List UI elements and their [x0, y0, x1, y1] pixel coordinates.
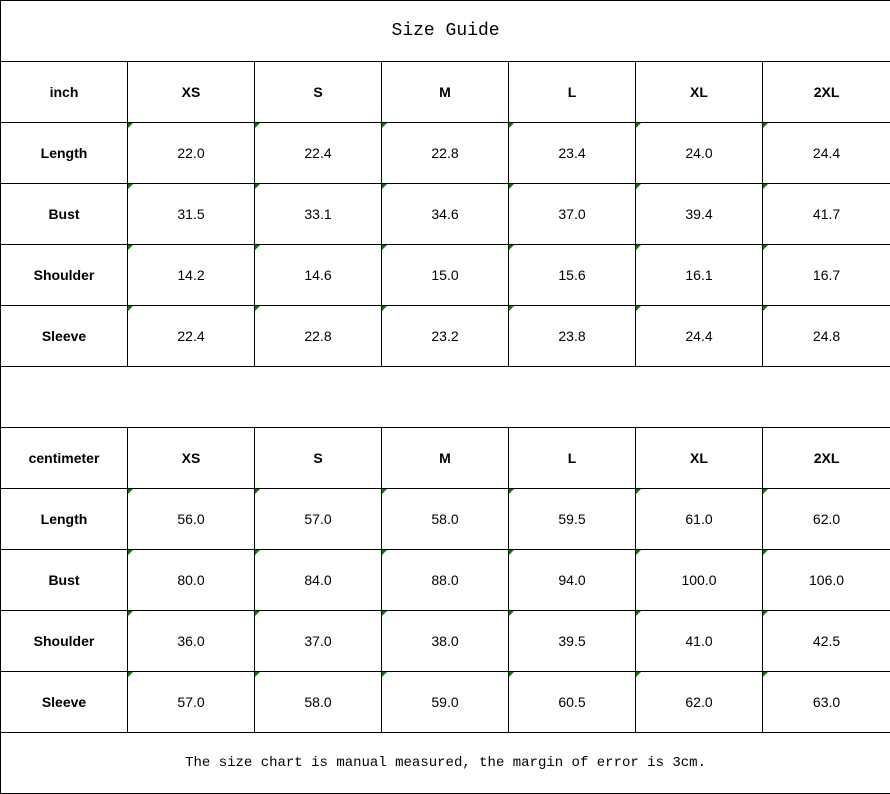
measurement-value: 15.6: [508, 244, 636, 306]
size-header: XS: [127, 427, 255, 489]
measurement-value: 63.0: [761, 671, 890, 733]
measurement-value: 59.5: [508, 488, 636, 550]
measurement-value: 23.4: [508, 122, 636, 184]
size-header: M: [381, 427, 509, 489]
measurement-value: 39.5: [508, 610, 636, 672]
cm-header-row: centimeter XS S M L XL 2XL: [0, 427, 890, 489]
size-header: M: [381, 61, 509, 123]
measurement-label: Shoulder: [0, 244, 128, 306]
measurement-value: 61.0: [635, 488, 763, 550]
measurement-value: 58.0: [254, 671, 382, 733]
measurement-value: 39.4: [635, 183, 763, 245]
measurement-value: 37.0: [254, 610, 382, 672]
measurement-value: 94.0: [508, 549, 636, 611]
size-header: XL: [635, 61, 763, 123]
measurement-label: Bust: [0, 183, 128, 245]
table-row: Shoulder 36.0 37.0 38.0 39.5 41.0 42.5: [0, 610, 890, 672]
measurement-value: 16.7: [761, 244, 890, 306]
measurement-value: 88.0: [381, 549, 509, 611]
measurement-value: 23.8: [508, 305, 636, 367]
measurement-value: 24.4: [761, 122, 890, 184]
note-row: The size chart is manual measured, the m…: [0, 732, 890, 794]
measurement-value: 22.4: [254, 122, 382, 184]
measurement-value: 24.4: [635, 305, 763, 367]
measurement-value: 34.6: [381, 183, 509, 245]
unit-label: inch: [0, 61, 128, 123]
table-row: Bust 31.5 33.1 34.6 37.0 39.4 41.7: [0, 183, 890, 245]
measurement-value: 36.0: [127, 610, 255, 672]
measurement-value: 59.0: [381, 671, 509, 733]
size-header: S: [254, 427, 382, 489]
measurement-note: The size chart is manual measured, the m…: [0, 732, 890, 794]
table-row: Bust 80.0 84.0 88.0 94.0 100.0 106.0: [0, 549, 890, 611]
spacer-cell: [0, 366, 890, 428]
measurement-value: 22.4: [127, 305, 255, 367]
measurement-label: Length: [0, 122, 128, 184]
measurement-value: 60.5: [508, 671, 636, 733]
measurement-value: 23.2: [381, 305, 509, 367]
size-header: L: [508, 61, 636, 123]
measurement-value: 37.0: [508, 183, 636, 245]
measurement-value: 22.8: [254, 305, 382, 367]
measurement-value: 62.0: [761, 488, 890, 550]
measurement-value: 15.0: [381, 244, 509, 306]
measurement-value: 62.0: [635, 671, 763, 733]
measurement-value: 14.6: [254, 244, 382, 306]
measurement-value: 16.1: [635, 244, 763, 306]
table-row: Length 22.0 22.4 22.8 23.4 24.0 24.4: [0, 122, 890, 184]
measurement-value: 24.8: [761, 305, 890, 367]
measurement-value: 31.5: [127, 183, 255, 245]
measurement-value: 41.7: [761, 183, 890, 245]
unit-label: centimeter: [0, 427, 128, 489]
measurement-value: 38.0: [381, 610, 509, 672]
measurement-value: 57.0: [127, 671, 255, 733]
size-header: XS: [127, 61, 255, 123]
measurement-value: 57.0: [254, 488, 382, 550]
measurement-value: 14.2: [127, 244, 255, 306]
measurement-label: Bust: [0, 549, 128, 611]
table-row: Sleeve 57.0 58.0 59.0 60.5 62.0 63.0: [0, 671, 890, 733]
page-title: Size Guide: [0, 0, 890, 62]
measurement-label: Length: [0, 488, 128, 550]
measurement-value: 22.8: [381, 122, 509, 184]
measurement-value: 24.0: [635, 122, 763, 184]
measurement-value: 56.0: [127, 488, 255, 550]
measurement-value: 22.0: [127, 122, 255, 184]
size-header: L: [508, 427, 636, 489]
inch-header-row: inch XS S M L XL 2XL: [0, 61, 890, 123]
measurement-label: Shoulder: [0, 610, 128, 672]
measurement-value: 80.0: [127, 549, 255, 611]
size-header: 2XL: [761, 427, 890, 489]
spacer-row: [0, 366, 890, 428]
size-header: XL: [635, 427, 763, 489]
table-row: Shoulder 14.2 14.6 15.0 15.6 16.1 16.7: [0, 244, 890, 306]
measurement-value: 42.5: [761, 610, 890, 672]
size-header: S: [254, 61, 382, 123]
measurement-value: 41.0: [635, 610, 763, 672]
measurement-value: 106.0: [761, 549, 890, 611]
measurement-label: Sleeve: [0, 671, 128, 733]
measurement-value: 58.0: [381, 488, 509, 550]
table-row: Sleeve 22.4 22.8 23.2 23.8 24.4 24.8: [0, 305, 890, 367]
size-header: 2XL: [761, 61, 890, 123]
measurement-value: 100.0: [635, 549, 763, 611]
measurement-label: Sleeve: [0, 305, 128, 367]
measurement-value: 84.0: [254, 549, 382, 611]
measurement-value: 33.1: [254, 183, 382, 245]
table-row: Length 56.0 57.0 58.0 59.5 61.0 62.0: [0, 488, 890, 550]
